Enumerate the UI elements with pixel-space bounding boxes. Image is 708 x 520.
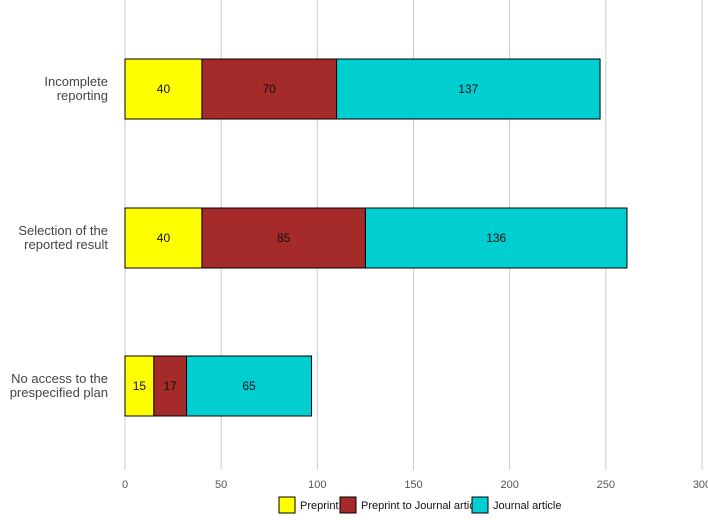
data-label: 40 [157,231,171,245]
data-label: 136 [486,231,506,245]
x-tick-label: 150 [404,479,422,491]
x-axis-ticks: 0 50 100 150 200 250 300 [122,479,708,491]
category-label: Incomplete reporting [44,74,108,103]
bars: 40 70 137 40 85 136 15 17 65 [124,58,628,417]
bar-segment [364,207,628,269]
legend-label: Journal article [493,500,561,512]
data-label: 15 [133,379,147,393]
bar-segment [336,58,601,120]
x-tick-label: 100 [308,479,326,491]
data-label: 65 [242,379,256,393]
category-labels: Incomplete reporting Selection of the repor… [10,74,109,400]
x-tick-label: 200 [500,479,518,491]
data-label: 70 [263,82,277,96]
legend-swatch [339,496,357,514]
bar-segment [124,207,203,269]
data-label: 137 [458,82,478,96]
legend-label: Preprint [300,500,339,512]
legend-swatch [471,496,489,514]
category-label: Selection of the reported result [18,223,108,252]
x-tick-label: 300 [693,479,708,491]
legend: Preprint Preprint to Journal article Journ… [278,496,561,514]
bar-segment [186,355,313,417]
legend-label: Preprint to Journal article [361,500,483,512]
data-label: 17 [164,379,178,393]
x-tick-label: 50 [215,479,227,491]
bar-segment [201,207,366,269]
x-tick-label: 0 [122,479,128,491]
data-label: 40 [157,82,171,96]
category-label: No access to the prespecified plan [10,371,108,400]
data-label: 85 [277,231,291,245]
bar-segment [201,58,338,120]
x-tick-label: 250 [597,479,615,491]
legend-swatch [278,496,296,514]
bar-segment [124,58,203,120]
